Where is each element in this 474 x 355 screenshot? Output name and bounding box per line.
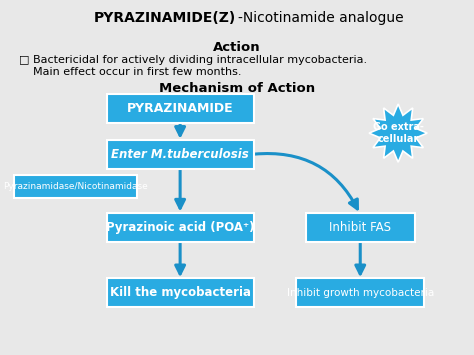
Polygon shape <box>369 104 427 162</box>
FancyBboxPatch shape <box>296 278 424 307</box>
Text: Inhibit growth mycobacteria: Inhibit growth mycobacteria <box>287 288 434 298</box>
FancyBboxPatch shape <box>14 175 137 198</box>
FancyBboxPatch shape <box>107 278 254 307</box>
Text: Inhibit FAS: Inhibit FAS <box>329 221 391 234</box>
Text: Main effect occur in first few months.: Main effect occur in first few months. <box>19 67 241 77</box>
Text: Action: Action <box>213 41 261 54</box>
Text: Enter M.tuberculosis: Enter M.tuberculosis <box>111 148 249 161</box>
Text: □ Bactericidal for actively dividing intracellular mycobacteria.: □ Bactericidal for actively dividing int… <box>19 55 367 65</box>
FancyBboxPatch shape <box>107 140 254 169</box>
FancyBboxPatch shape <box>107 94 254 123</box>
FancyBboxPatch shape <box>107 213 254 242</box>
Text: Pyrazinoic acid (POA⁺): Pyrazinoic acid (POA⁺) <box>106 221 255 234</box>
FancyBboxPatch shape <box>306 213 415 242</box>
Text: Go extra-
cellular: Go extra- cellular <box>373 122 424 144</box>
Text: Pyrazinamidase/Nicotinamidase: Pyrazinamidase/Nicotinamidase <box>3 182 148 191</box>
Text: -Nicotinamide analogue: -Nicotinamide analogue <box>238 11 404 24</box>
Text: PYRAZINAMIDE(Z): PYRAZINAMIDE(Z) <box>93 11 236 24</box>
Text: PYRAZINAMIDE: PYRAZINAMIDE <box>127 102 233 115</box>
Text: Kill the mycobacteria: Kill the mycobacteria <box>109 286 251 299</box>
Text: Mechanism of Action: Mechanism of Action <box>159 82 315 95</box>
